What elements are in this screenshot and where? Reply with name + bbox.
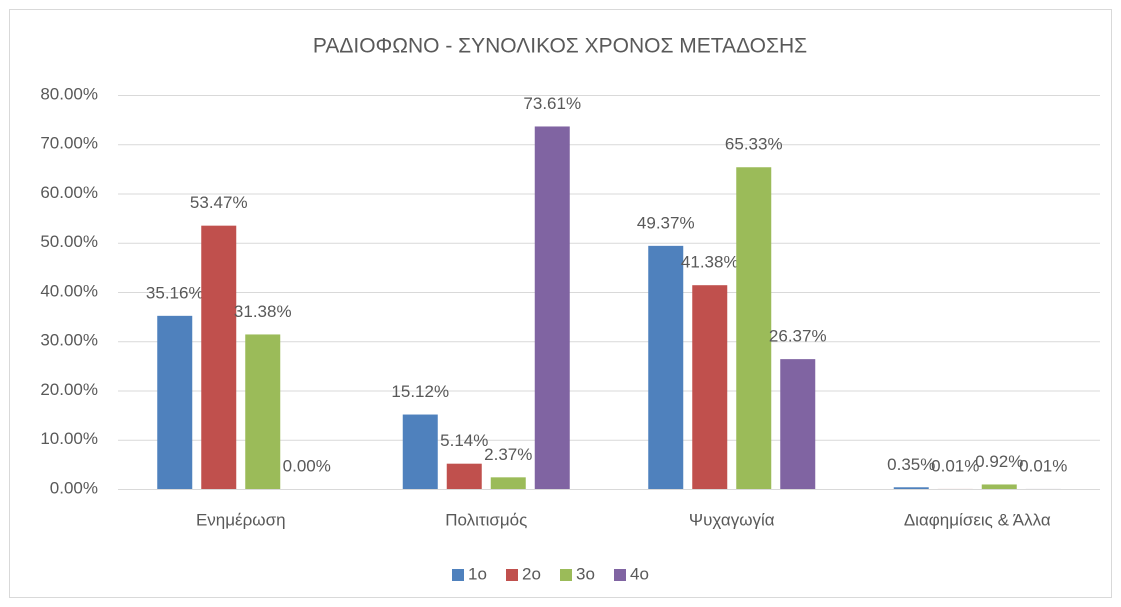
bar bbox=[245, 334, 281, 489]
value-label: 53.47% bbox=[190, 193, 248, 212]
legend-label: 1ο bbox=[468, 564, 487, 583]
bar bbox=[534, 126, 570, 489]
x-tick-label: Πολιτισμός bbox=[445, 510, 527, 529]
y-tick-label: 60.00% bbox=[40, 183, 98, 202]
bar bbox=[157, 315, 193, 489]
value-label: 0.01% bbox=[931, 456, 979, 475]
bar bbox=[446, 463, 482, 489]
y-tick-label: 70.00% bbox=[40, 134, 98, 153]
y-tick-label: 20.00% bbox=[40, 380, 98, 399]
y-tick-label: 0.00% bbox=[50, 478, 98, 497]
value-label: 35.16% bbox=[146, 283, 204, 302]
value-label: 65.33% bbox=[725, 135, 783, 154]
value-label: 0.35% bbox=[887, 455, 935, 474]
x-tick-label: Ψυχαγωγία bbox=[689, 510, 775, 529]
chart-title: ΡΑΔΙΟΦΩΝΟ - ΣΥΝΟΛΙΚΟΣ ΧΡΟΝΟΣ ΜΕΤΑΔΟΣΗΣ bbox=[313, 35, 807, 58]
x-tick-label: Ενημέρωση bbox=[196, 510, 286, 529]
value-label: 0.92% bbox=[975, 452, 1023, 471]
value-label: 49.37% bbox=[637, 213, 695, 232]
legend-label: 4ο bbox=[630, 564, 649, 583]
y-tick-label: 40.00% bbox=[40, 281, 98, 300]
y-tick-label: 10.00% bbox=[40, 429, 98, 448]
legend-label: 3ο bbox=[576, 564, 595, 583]
y-tick-label: 30.00% bbox=[40, 331, 98, 350]
bar bbox=[981, 484, 1017, 489]
value-label: 0.01% bbox=[1019, 456, 1067, 475]
value-label: 31.38% bbox=[234, 302, 292, 321]
bar bbox=[201, 225, 237, 489]
bar bbox=[490, 477, 526, 489]
legend-swatch bbox=[452, 569, 464, 581]
legend-swatch bbox=[560, 569, 572, 581]
legend-swatch bbox=[506, 569, 518, 581]
value-label: 5.14% bbox=[440, 431, 488, 450]
value-label: 2.37% bbox=[484, 445, 532, 464]
bar bbox=[736, 167, 772, 489]
bar bbox=[692, 285, 728, 489]
legend-swatch bbox=[614, 569, 626, 581]
value-label: 73.61% bbox=[523, 94, 581, 113]
x-tick-label: Διαφημίσεις & Άλλα bbox=[904, 510, 1051, 529]
y-tick-label: 50.00% bbox=[40, 232, 98, 251]
bar bbox=[402, 414, 438, 489]
bar bbox=[780, 359, 816, 489]
bar bbox=[893, 487, 929, 489]
y-tick-label: 80.00% bbox=[40, 84, 98, 103]
value-label: 15.12% bbox=[391, 382, 449, 401]
value-label: 0.00% bbox=[283, 456, 331, 475]
legend-label: 2ο bbox=[522, 564, 541, 583]
value-label: 26.37% bbox=[769, 327, 827, 346]
value-label: 41.38% bbox=[681, 253, 739, 272]
bar bbox=[648, 245, 684, 489]
